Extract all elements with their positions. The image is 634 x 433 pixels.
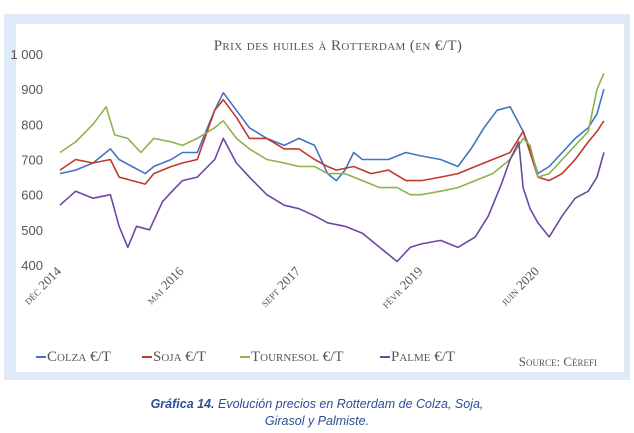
y-tick-label: 500 [21, 223, 43, 238]
series-line-4 [59, 137, 605, 263]
y-tick-label: 600 [21, 188, 43, 203]
legend-label: Colza €/T [47, 349, 111, 365]
series-line-1 [59, 88, 605, 182]
series-line-2 [59, 98, 605, 185]
y-tick-label: 400 [21, 258, 43, 273]
y-tick-label: 1 000 [10, 47, 43, 62]
legend: Colza €/T Soja €/T Tournesol €/T Palme €/T [36, 349, 455, 365]
legend-label: Tournesol €/T [251, 349, 343, 365]
series-group [59, 72, 605, 263]
y-tick-label: 700 [21, 153, 43, 168]
caption-line-1: Gráfica 14. Evolución precios en Rotterd… [0, 396, 634, 413]
chart-title: Prix des huiles à Rotterdam (en €/T) [214, 38, 463, 54]
caption-line-2: Girasol y Palmiste. [264, 414, 370, 428]
caption-label: Gráfica 14. [150, 397, 215, 411]
y-tick-label: 800 [21, 117, 43, 132]
chart-panel: 400 500 600 700 800 900 1 000 déc 2014 mai 2016 s… [4, 14, 630, 380]
legend-label: Soja €/T [153, 349, 206, 365]
caption-text: Evolución precios en Rotterdam de Colza,… [214, 397, 484, 411]
chart-source: Source: Cérefi [519, 354, 597, 369]
y-tick-label: 900 [21, 82, 43, 97]
series-line-3 [59, 72, 605, 196]
plot-background [16, 24, 624, 372]
figure-caption: Gráfica 14. Evolución precios en Rotterd… [0, 396, 634, 430]
legend-label: Palme €/T [391, 349, 455, 365]
